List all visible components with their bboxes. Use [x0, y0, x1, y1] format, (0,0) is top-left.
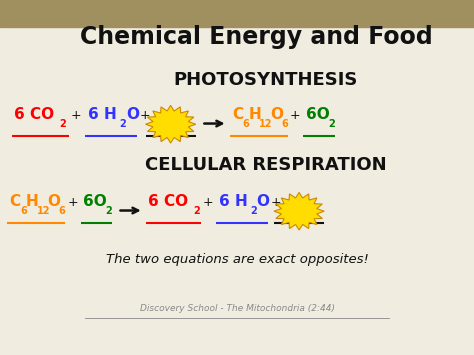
- Text: O: O: [270, 107, 283, 122]
- Text: 6: 6: [20, 206, 27, 216]
- Text: Discovery School - The Mitochondria (2:44): Discovery School - The Mitochondria (2:4…: [139, 304, 335, 313]
- Text: +: +: [67, 196, 78, 209]
- Text: +: +: [71, 109, 82, 122]
- Text: 2: 2: [119, 119, 126, 129]
- Text: O: O: [256, 194, 269, 209]
- Text: ENERGY: ENERGY: [287, 206, 311, 211]
- Text: 6 CO: 6 CO: [14, 107, 55, 122]
- Text: +: +: [140, 109, 150, 122]
- Text: 6O: 6O: [83, 194, 107, 209]
- Text: C: C: [232, 107, 243, 122]
- Text: C: C: [9, 194, 20, 209]
- Text: Chemical Energy and Food: Chemical Energy and Food: [80, 25, 432, 49]
- Text: 6: 6: [58, 206, 65, 216]
- Text: PHOTOSYNTHESIS: PHOTOSYNTHESIS: [173, 71, 357, 89]
- Text: 6 H: 6 H: [219, 194, 247, 209]
- Text: 6: 6: [243, 119, 249, 129]
- Text: 12: 12: [259, 119, 273, 129]
- Text: H: H: [26, 194, 39, 209]
- Text: ENERGY: ENERGY: [158, 119, 183, 124]
- Text: O: O: [126, 107, 139, 122]
- Text: 2: 2: [106, 206, 112, 216]
- Text: 6O: 6O: [306, 107, 329, 122]
- Text: +: +: [203, 196, 213, 209]
- Text: +: +: [290, 109, 301, 122]
- Text: 6 H: 6 H: [88, 107, 117, 122]
- Text: The two equations are exact opposites!: The two equations are exact opposites!: [106, 253, 368, 266]
- Text: CELLULAR RESPIRATION: CELLULAR RESPIRATION: [145, 156, 386, 174]
- Text: 2: 2: [193, 206, 200, 216]
- Text: 6 CO: 6 CO: [148, 194, 189, 209]
- Bar: [0, 0, 474, 27]
- Text: 2: 2: [328, 119, 335, 129]
- Text: 2: 2: [250, 206, 256, 216]
- Text: H: H: [249, 107, 262, 122]
- Text: +: +: [271, 196, 281, 209]
- Text: 6: 6: [281, 119, 288, 129]
- Text: 2: 2: [59, 119, 66, 129]
- Text: O: O: [47, 194, 60, 209]
- Text: 12: 12: [36, 206, 50, 216]
